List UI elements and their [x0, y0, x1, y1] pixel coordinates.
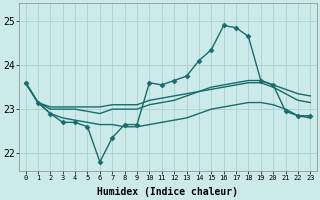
X-axis label: Humidex (Indice chaleur): Humidex (Indice chaleur) — [98, 186, 238, 197]
